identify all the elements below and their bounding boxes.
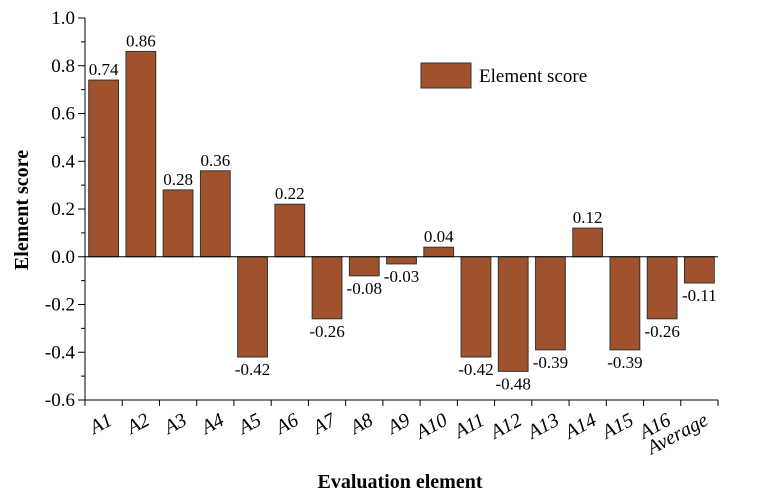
x-tick-label-a2: A2 (121, 409, 153, 440)
bar-a4 (199, 170, 231, 258)
bar-a8 (348, 256, 380, 277)
bar-a10 (423, 246, 455, 258)
bar-a5 (237, 256, 268, 358)
data-label-a11: -0.42 (458, 360, 493, 379)
data-label-a8: -0.08 (347, 279, 382, 298)
x-tick-label-a10: A10 (411, 409, 452, 444)
data-label-average: -0.11 (682, 286, 717, 305)
x-tick-label-a6: A6 (270, 409, 302, 440)
data-label-a7: -0.26 (309, 322, 344, 341)
bar-a12 (497, 256, 529, 372)
y-tick-label: 0.2 (51, 199, 75, 220)
legend: Element score (420, 62, 587, 89)
bar-a14 (572, 227, 604, 258)
y-axis-title: Element score (11, 150, 33, 270)
bar-a7 (311, 256, 343, 320)
data-label-a16: -0.26 (644, 322, 679, 341)
x-tick-label-a9: A9 (382, 409, 414, 440)
bar-a15 (609, 256, 641, 351)
data-label-a1: 0.74 (89, 60, 119, 79)
bar-average (683, 256, 715, 284)
y-tick-label: 0.8 (51, 56, 75, 77)
bar-a6 (274, 203, 306, 258)
y-tick-label: -0.2 (45, 295, 75, 316)
plot-area: 0.74 0.86 0.28 0.36 -0.42 0.22 -0.26 -0.08-0.03… (88, 31, 717, 393)
y-tick-label: -0.6 (45, 390, 75, 411)
bar-a11 (460, 256, 492, 358)
y-tick-label: 0.6 (51, 104, 75, 125)
x-tick-label-a11: A11 (449, 409, 488, 444)
bar-a9 (386, 256, 417, 265)
x-tick-label-a1: A1 (84, 409, 116, 440)
y-tick-label: 0.0 (51, 247, 75, 268)
x-tick-label-a12: A12 (485, 409, 526, 444)
legend-swatch (420, 62, 472, 89)
data-label-a6: 0.22 (275, 184, 305, 203)
x-tick-label-a15: A15 (597, 409, 638, 444)
data-label-a9: -0.03 (384, 267, 419, 286)
y-tick-label: 0.4 (51, 151, 75, 172)
x-tick-label-a8: A8 (345, 409, 377, 440)
y-tick-label: -0.4 (45, 342, 76, 363)
bar-a3 (162, 189, 194, 258)
data-label-a3: 0.28 (163, 170, 193, 189)
x-tick-label-a7: A7 (308, 409, 341, 440)
bar-a16 (646, 256, 678, 320)
x-tick-label-a5: A5 (233, 409, 265, 440)
data-label-a4: 0.36 (200, 151, 230, 170)
data-label-a12: -0.48 (495, 374, 530, 393)
x-axis-title: Evaluation element (318, 471, 483, 493)
bar-a1 (88, 79, 120, 258)
bar-a2 (125, 50, 157, 258)
data-label-a2: 0.86 (126, 31, 156, 50)
x-tick-label-a13: A13 (522, 409, 563, 444)
x-tick-label-a14: A14 (559, 409, 600, 444)
legend-label: Element score (479, 66, 587, 87)
data-label-a15: -0.39 (607, 353, 642, 372)
x-tick-label-a3: A3 (159, 409, 191, 440)
bar-a13 (535, 256, 566, 351)
data-label-a10: 0.04 (424, 227, 454, 246)
data-label-a5: -0.42 (235, 360, 270, 379)
data-label-a13: -0.39 (533, 353, 568, 372)
data-label-a14: 0.12 (573, 208, 603, 227)
x-tick-label-a4: A4 (196, 409, 228, 440)
y-tick-label: 1.0 (51, 8, 75, 29)
